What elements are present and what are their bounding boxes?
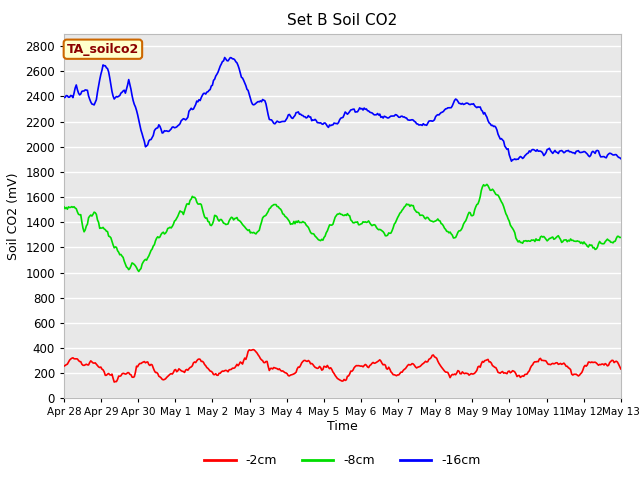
Y-axis label: Soil CO2 (mV): Soil CO2 (mV): [6, 172, 20, 260]
X-axis label: Time: Time: [327, 420, 358, 433]
Text: TA_soilco2: TA_soilco2: [67, 43, 139, 56]
Legend: -2cm, -8cm, -16cm: -2cm, -8cm, -16cm: [199, 449, 486, 472]
Title: Set B Soil CO2: Set B Soil CO2: [287, 13, 397, 28]
